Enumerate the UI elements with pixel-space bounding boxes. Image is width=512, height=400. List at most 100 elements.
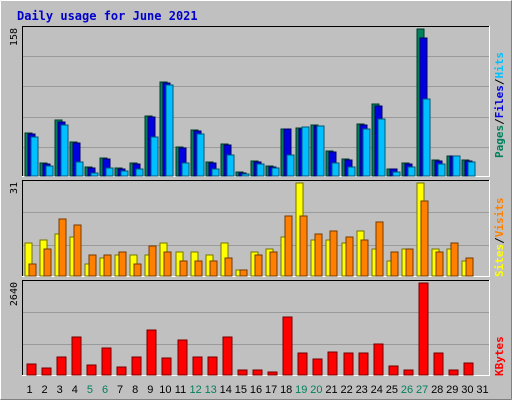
day-label-3: 3 [57,384,63,396]
day-label-17: 17 [265,384,277,396]
chart-panels: 158Pages/Files/Hits31Sites/Visits2640KBy… [9,26,506,376]
day-label-11: 11 [175,384,186,396]
panel-ymax-label: 2640 [9,282,20,306]
bar-pages-day-28 [437,163,446,177]
day-label-25: 25 [386,384,398,396]
bar-pages-day-21 [331,162,340,177]
panel-2: 31 Sites/Visits [9,180,506,277]
legend-label-sites: Sites [493,244,506,277]
legend-label-kbytes: KBytes [493,336,506,376]
bar-pages-day-5 [90,172,99,177]
bar-kbytes-day-9 [146,329,157,376]
bar-kbytes-day-15 [237,369,248,376]
day-label-27: 27 [416,384,428,396]
legend-label-visits: Visits [493,198,506,238]
bar-kbytes-day-20 [312,358,323,376]
day-label-2: 2 [42,384,48,396]
bar-kbytes-day-26 [403,369,414,376]
legend-label-hits: Hits [493,52,506,79]
bar-pages-day-30 [467,161,476,177]
bar-pages-day-10 [165,84,174,177]
bar-pages-day-1 [30,136,39,177]
bar-kbytes-day-18 [282,316,293,376]
legend-label-pages: Pages [493,125,506,158]
bar-sites-day-7 [118,251,127,277]
day-label-9: 9 [147,384,153,396]
bar-kbytes-day-1 [26,363,37,376]
bar-sites-day-29 [450,242,459,277]
bar-sites-day-10 [163,251,172,277]
bar-pages-day-18 [286,154,295,177]
day-label-21: 21 [325,384,337,396]
bar-pages-day-17 [271,167,280,177]
day-label-6: 6 [102,384,108,396]
panel-ymax-label: 31 [9,182,20,194]
day-label-1: 1 [26,384,32,396]
bar-kbytes-day-19 [297,352,308,376]
bar-pages-day-8 [135,168,144,177]
bar-pages-day-22 [347,166,356,177]
bar-sites-day-1 [28,263,37,277]
bar-kbytes-day-21 [327,351,338,376]
bar-sites-day-19 [299,215,308,277]
bar-kbytes-day-29 [448,369,459,376]
legend-separator: / [493,118,506,125]
bar-kbytes-day-10 [161,357,172,376]
bar-sites-day-22 [345,236,354,277]
bar-kbytes-day-30 [463,362,474,376]
panel-area [22,280,490,376]
bar-pages-day-3 [60,124,69,177]
bar-kbytes-day-24 [373,343,384,376]
bar-sites-day-14 [224,257,233,277]
bar-sites-day-4 [73,224,82,277]
day-label-30: 30 [461,384,473,396]
bar-pages-day-24 [377,118,386,177]
bar-kbytes-day-22 [343,352,354,376]
bar-sites-day-6 [103,254,112,277]
bar-sites-day-2 [43,248,52,277]
panel-side-legend: Sites/Visits [493,198,506,278]
panel-ymax-label: 158 [9,28,20,46]
bar-kbytes-day-17 [267,371,278,376]
bar-kbytes-day-4 [71,336,82,376]
bar-sites-day-26 [405,248,414,277]
bar-sites-day-28 [435,251,444,277]
bar-sites-day-23 [360,239,369,277]
bar-kbytes-day-28 [433,352,444,376]
bar-pages-day-2 [45,165,54,177]
bar-kbytes-day-14 [222,336,233,376]
day-label-7: 7 [117,384,123,396]
bar-pages-day-6 [105,167,114,177]
bar-sites-day-24 [375,221,384,277]
panel-area [22,26,490,177]
day-label-12: 12 [189,384,201,396]
bar-sites-day-30 [465,257,474,277]
legend-separator: / [493,78,506,85]
bar-sites-day-12 [194,260,203,277]
panel-side-legend: KBytes [493,336,506,376]
legend-label-files: Files [493,85,506,118]
day-label-4: 4 [72,384,78,396]
day-label-23: 23 [356,384,368,396]
day-label-10: 10 [159,384,171,396]
bar-kbytes-day-5 [86,364,97,376]
day-label-29: 29 [446,384,458,396]
day-label-24: 24 [371,384,383,396]
bar-pages-day-12 [196,133,205,177]
day-label-31: 31 [476,384,488,396]
legend-separator: / [493,237,506,244]
bar-kbytes-day-16 [252,369,263,376]
bar-kbytes-day-25 [388,365,399,376]
bar-sites-day-16 [254,254,263,277]
day-label-28: 28 [431,384,443,396]
bar-pages-day-13 [211,168,220,177]
bar-pages-day-9 [150,136,159,177]
bar-pages-day-7 [120,170,129,177]
bar-pages-day-4 [75,161,84,177]
bar-kbytes-day-23 [358,352,369,376]
bar-sites-day-21 [329,230,338,277]
bar-sites-day-17 [269,251,278,277]
